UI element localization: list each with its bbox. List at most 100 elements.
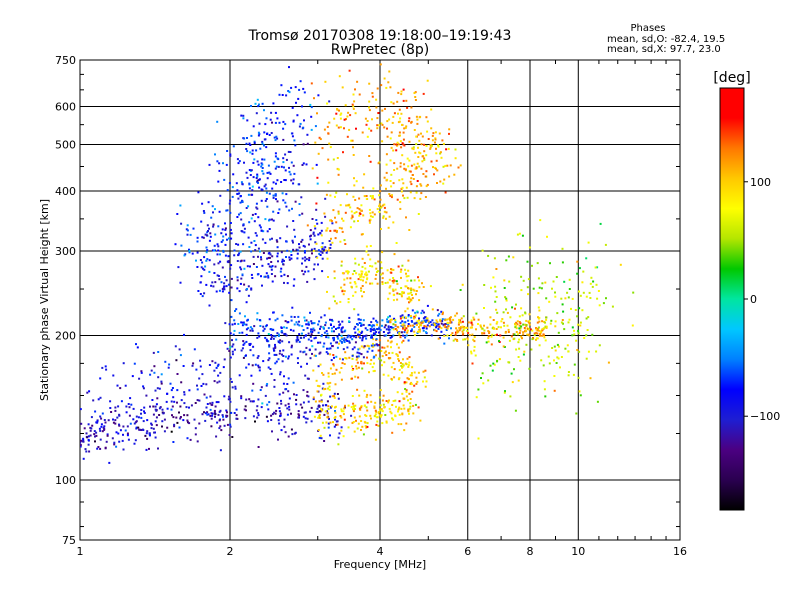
echo-point: [334, 410, 336, 412]
echo-point: [376, 124, 379, 127]
echo-point: [286, 407, 289, 410]
echo-point: [400, 293, 403, 296]
echo-point: [357, 263, 360, 266]
echo-point: [208, 259, 211, 262]
echo-point: [414, 91, 417, 94]
echo-point: [410, 288, 413, 291]
echo-point: [185, 406, 188, 409]
echo-point: [251, 389, 254, 392]
echo-point: [275, 198, 277, 201]
echo-point: [419, 324, 422, 327]
echo-point: [426, 120, 429, 123]
echo-point: [321, 409, 323, 412]
echo-point: [455, 331, 457, 334]
echo-point: [419, 183, 422, 186]
echo-point: [477, 323, 479, 325]
echo-point: [567, 350, 570, 353]
echo-point: [399, 140, 402, 143]
echo-point: [239, 201, 242, 204]
echo-point: [249, 400, 252, 403]
echo-point: [336, 167, 339, 170]
echo-point: [366, 120, 369, 122]
echo-point: [278, 352, 281, 355]
echo-point: [360, 420, 363, 422]
echo-point: [201, 261, 204, 264]
echo-point: [263, 327, 266, 330]
echo-point: [437, 145, 440, 148]
echo-point: [233, 348, 236, 351]
echo-point: [383, 203, 386, 206]
echo-point: [186, 419, 189, 422]
chart-title: Tromsø 20170308 19:18:00–19:19:43: [248, 28, 512, 44]
echo-point: [125, 405, 128, 408]
echo-point: [206, 249, 209, 252]
echo-point: [97, 446, 100, 448]
echo-point: [356, 80, 359, 83]
echo-point: [158, 407, 161, 410]
echo-point: [349, 336, 352, 339]
echo-point: [355, 355, 358, 358]
echo-point: [351, 103, 354, 106]
echo-point: [370, 417, 372, 420]
echo-point: [440, 156, 443, 159]
echo-point: [372, 356, 375, 359]
echo-point: [215, 401, 218, 404]
echo-point: [437, 323, 440, 326]
echo-point: [329, 347, 332, 350]
echo-point: [294, 200, 297, 203]
echo-point: [385, 163, 388, 166]
echo-point: [276, 240, 279, 243]
echo-point: [386, 120, 389, 123]
echo-point: [408, 292, 411, 295]
echo-point: [155, 416, 158, 419]
echo-point: [356, 388, 359, 391]
echo-point: [425, 144, 428, 147]
echo-point: [250, 273, 253, 276]
echo-point: [378, 411, 380, 414]
echo-point: [313, 278, 316, 281]
echo-point: [320, 407, 322, 410]
echo-point: [302, 351, 305, 354]
echo-point: [403, 327, 406, 330]
echo-point: [168, 363, 171, 366]
echo-point: [242, 223, 245, 226]
echo-point: [313, 415, 316, 418]
echo-point: [256, 207, 259, 210]
echo-point: [371, 336, 374, 339]
echo-point: [386, 318, 388, 321]
echo-point: [568, 278, 571, 281]
echo-point: [221, 414, 224, 417]
echo-point: [219, 449, 222, 452]
echo-point: [392, 418, 395, 421]
echo-point: [535, 338, 537, 341]
echo-point: [263, 158, 266, 161]
echo-point: [369, 160, 372, 163]
echo-point: [335, 341, 338, 344]
echo-point: [152, 405, 155, 408]
echo-point: [405, 381, 408, 384]
echo-point: [505, 299, 508, 302]
echo-point: [432, 132, 435, 135]
echo-point: [384, 350, 387, 353]
echo-point: [398, 120, 401, 123]
echo-point: [327, 181, 330, 184]
echo-point: [315, 242, 318, 245]
echo-point: [403, 144, 406, 147]
echo-point: [243, 342, 246, 345]
echo-point: [369, 218, 372, 221]
echo-point: [327, 132, 330, 135]
echo-point: [205, 283, 208, 286]
echo-point: [183, 391, 186, 394]
echo-point: [526, 333, 529, 336]
echo-point: [383, 126, 386, 129]
echo-point: [407, 408, 410, 411]
echo-point: [436, 309, 439, 312]
echo-point: [490, 335, 493, 338]
echo-point: [116, 384, 119, 387]
echo-point: [265, 324, 268, 327]
echo-point: [328, 240, 331, 242]
echo-point: [426, 304, 429, 307]
echo-point: [88, 390, 91, 393]
echo-point: [358, 394, 361, 397]
echo-point: [220, 240, 223, 243]
